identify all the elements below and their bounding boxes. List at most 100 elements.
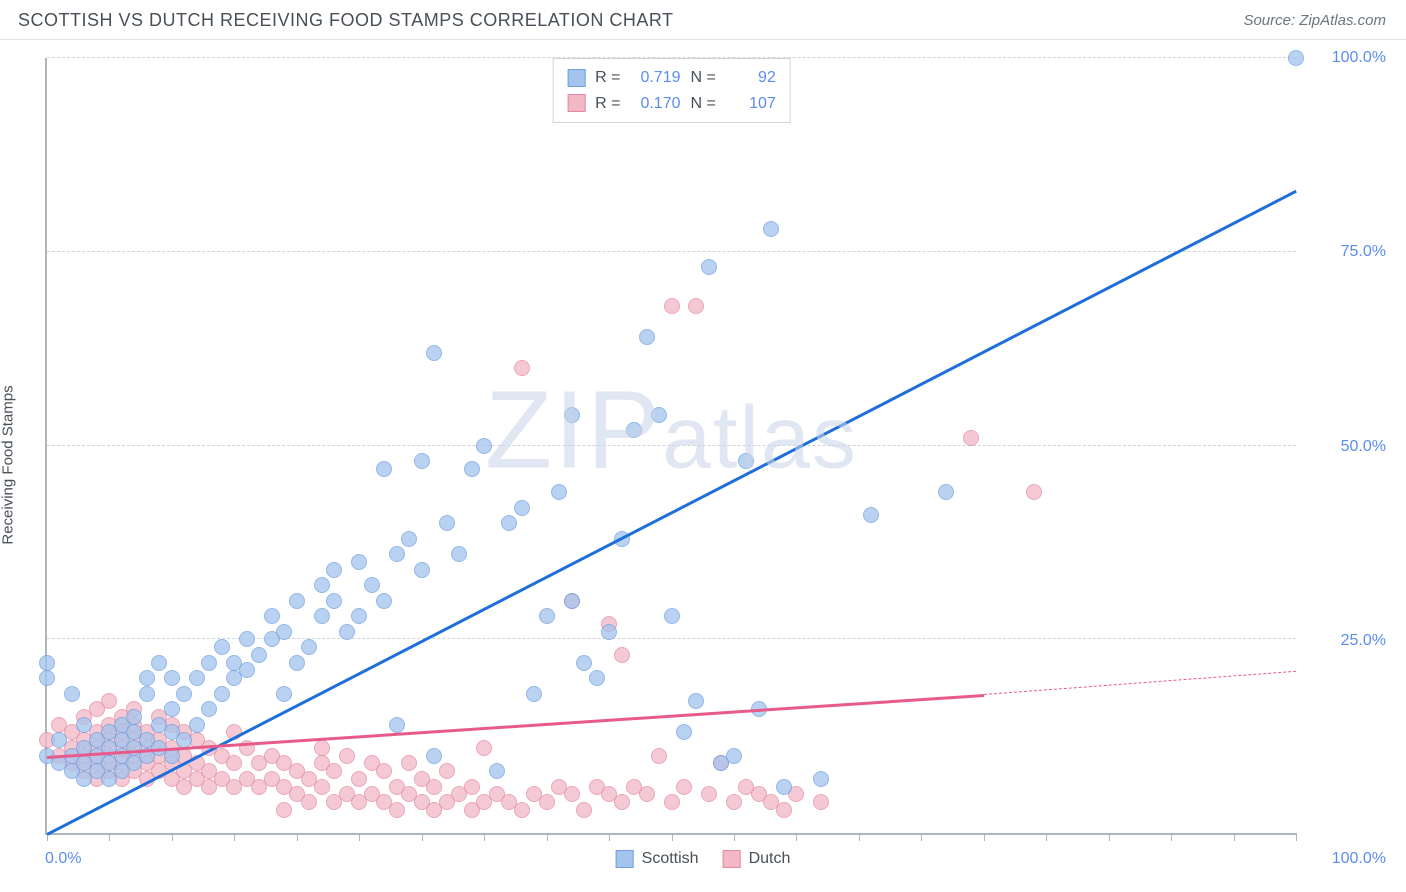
data-point bbox=[863, 507, 879, 523]
data-point bbox=[651, 748, 667, 764]
data-point bbox=[439, 515, 455, 531]
data-point bbox=[101, 693, 117, 709]
data-point bbox=[39, 670, 55, 686]
data-point bbox=[701, 786, 717, 802]
n-label: N = bbox=[691, 65, 716, 91]
data-point bbox=[364, 577, 380, 593]
data-point bbox=[614, 647, 630, 663]
data-point bbox=[489, 763, 505, 779]
data-point bbox=[301, 794, 317, 810]
data-point bbox=[551, 484, 567, 500]
data-point bbox=[464, 779, 480, 795]
data-point bbox=[401, 531, 417, 547]
data-point bbox=[314, 740, 330, 756]
data-point bbox=[526, 686, 542, 702]
data-point bbox=[264, 608, 280, 624]
data-point bbox=[376, 763, 392, 779]
x-tick bbox=[734, 833, 735, 841]
data-point bbox=[1026, 484, 1042, 500]
legend-label-dutch: Dutch bbox=[749, 850, 791, 868]
data-point bbox=[164, 701, 180, 717]
data-point bbox=[389, 546, 405, 562]
x-tick bbox=[1046, 833, 1047, 841]
legend-series: Scottish Dutch bbox=[616, 850, 791, 868]
data-point bbox=[564, 786, 580, 802]
r-value-scottish: 0.719 bbox=[631, 65, 681, 91]
data-point bbox=[339, 748, 355, 764]
data-point bbox=[276, 802, 292, 818]
data-point bbox=[726, 748, 742, 764]
y-tick-label: 25.0% bbox=[1341, 632, 1386, 650]
data-point bbox=[226, 755, 242, 771]
r-label: R = bbox=[595, 65, 620, 91]
data-point bbox=[614, 794, 630, 810]
data-point bbox=[214, 686, 230, 702]
gridline bbox=[47, 638, 1296, 639]
data-point bbox=[201, 655, 217, 671]
data-point bbox=[514, 360, 530, 376]
data-point bbox=[651, 407, 667, 423]
data-point bbox=[351, 608, 367, 624]
data-point bbox=[564, 593, 580, 609]
data-point bbox=[539, 608, 555, 624]
x-tick bbox=[859, 833, 860, 841]
data-point bbox=[339, 624, 355, 640]
x-tick bbox=[359, 833, 360, 841]
data-point bbox=[813, 794, 829, 810]
legend-row-dutch: R = 0.170 N = 107 bbox=[567, 91, 776, 117]
data-point bbox=[963, 430, 979, 446]
data-point bbox=[676, 724, 692, 740]
data-point bbox=[201, 701, 217, 717]
data-point bbox=[476, 740, 492, 756]
data-point bbox=[289, 655, 305, 671]
data-point bbox=[626, 422, 642, 438]
data-point bbox=[189, 717, 205, 733]
data-point bbox=[439, 763, 455, 779]
x-axis-min-label: 0.0% bbox=[45, 850, 81, 868]
data-point bbox=[389, 717, 405, 733]
data-point bbox=[139, 670, 155, 686]
x-tick bbox=[796, 833, 797, 841]
data-point bbox=[664, 794, 680, 810]
gridline bbox=[47, 445, 1296, 446]
data-point bbox=[701, 259, 717, 275]
data-point bbox=[314, 577, 330, 593]
data-point bbox=[426, 345, 442, 361]
swatch-scottish bbox=[616, 850, 634, 868]
data-point bbox=[76, 717, 92, 733]
data-point bbox=[389, 802, 405, 818]
data-point bbox=[938, 484, 954, 500]
data-point bbox=[239, 631, 255, 647]
data-point bbox=[564, 407, 580, 423]
data-point bbox=[139, 686, 155, 702]
data-point bbox=[276, 686, 292, 702]
swatch-dutch bbox=[723, 850, 741, 868]
data-point bbox=[514, 802, 530, 818]
data-point bbox=[726, 794, 742, 810]
x-tick bbox=[297, 833, 298, 841]
data-point bbox=[414, 453, 430, 469]
data-point bbox=[326, 763, 342, 779]
data-point bbox=[464, 461, 480, 477]
data-point bbox=[639, 786, 655, 802]
data-point bbox=[251, 647, 267, 663]
data-point bbox=[576, 655, 592, 671]
x-tick bbox=[1296, 833, 1297, 841]
x-tick bbox=[984, 833, 985, 841]
data-point bbox=[326, 593, 342, 609]
data-point bbox=[414, 562, 430, 578]
data-point bbox=[314, 779, 330, 795]
swatch-dutch bbox=[567, 94, 585, 112]
data-point bbox=[189, 670, 205, 686]
data-point bbox=[426, 779, 442, 795]
n-value-dutch: 107 bbox=[726, 91, 776, 117]
x-tick bbox=[422, 833, 423, 841]
data-point bbox=[664, 298, 680, 314]
data-point bbox=[326, 562, 342, 578]
data-point bbox=[351, 554, 367, 570]
swatch-scottish bbox=[567, 69, 585, 87]
data-point bbox=[676, 779, 692, 795]
chart-header: SCOTTISH VS DUTCH RECEIVING FOOD STAMPS … bbox=[0, 0, 1406, 40]
data-point bbox=[576, 802, 592, 818]
x-axis-max-label: 100.0% bbox=[1332, 850, 1386, 868]
